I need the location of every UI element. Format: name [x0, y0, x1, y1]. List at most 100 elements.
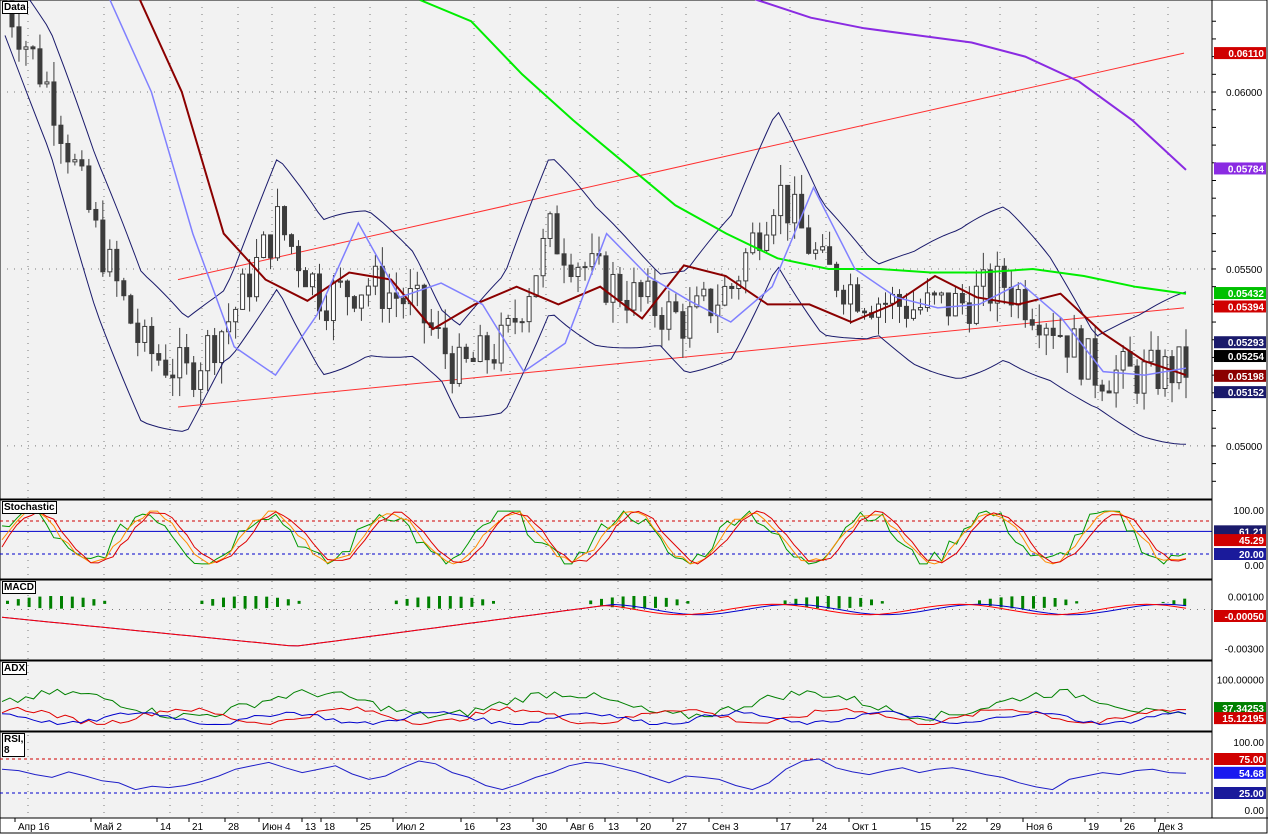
- candle-body: [205, 335, 211, 372]
- candle-body: [645, 280, 651, 298]
- x-tick-label: Окт 1: [852, 822, 878, 833]
- price-label: 0.05432: [1228, 289, 1265, 300]
- macd-hist-bar: [1042, 596, 1046, 608]
- stoch-price-label: 20.00: [1239, 550, 1264, 561]
- candle-body: [247, 273, 253, 298]
- candle-body: [65, 142, 71, 163]
- candle-body: [1043, 327, 1049, 336]
- macd-hist-bar: [1183, 598, 1187, 607]
- x-tick-label: 26: [1124, 822, 1136, 833]
- macd-hist-bar: [664, 597, 668, 607]
- macd-hist-bar: [427, 596, 431, 609]
- candle-body: [1141, 361, 1147, 394]
- candle-body: [128, 295, 134, 324]
- candle-body: [938, 292, 944, 296]
- rsi-price-label-bg: [1214, 766, 1266, 779]
- x-tick-label: Май 2: [94, 822, 122, 833]
- price-label: 0.05198: [1228, 372, 1265, 383]
- candle-body: [806, 227, 812, 254]
- candle-body: [149, 325, 155, 355]
- candle-body: [617, 273, 623, 301]
- x-tick-label: 23: [500, 822, 512, 833]
- candle-body: [673, 301, 679, 313]
- di-minus-line: [1, 710, 1187, 726]
- candle-body: [652, 280, 658, 316]
- macd-hist-bar: [675, 599, 679, 606]
- x-tick-label: 17: [780, 822, 792, 833]
- x-tick-label: 25: [360, 822, 372, 833]
- macd-hist-bar: [1064, 599, 1068, 606]
- candle-body: [30, 46, 36, 50]
- candle-body: [379, 265, 385, 309]
- candle-body: [910, 309, 916, 319]
- candle-body: [1134, 365, 1140, 394]
- candle-body: [93, 208, 99, 221]
- bollinger-lower: [4, 35, 1187, 445]
- macd-hist-bar: [1010, 596, 1014, 609]
- rsi-panel-title: RSI, 8: [2, 733, 26, 757]
- candle-body: [1127, 351, 1133, 367]
- candle-body: [959, 292, 965, 304]
- candle-body: [163, 359, 169, 376]
- candle-body: [701, 288, 707, 297]
- candle-body: [966, 302, 972, 324]
- x-tick-label: 20: [640, 822, 652, 833]
- x-tick-label: Ноя 6: [1026, 822, 1053, 833]
- macd-panel-title: MACD: [2, 581, 36, 594]
- candle-body: [722, 285, 728, 306]
- candle-body: [1120, 351, 1126, 371]
- candle-body: [72, 159, 78, 163]
- macd-signal-line: [1, 603, 1187, 647]
- macd-hist-bar: [481, 599, 485, 606]
- price-label: 0.05293: [1228, 338, 1265, 349]
- price-label-bg: [1214, 386, 1266, 399]
- candle-body: [987, 269, 993, 304]
- macd-hist-bar: [416, 597, 420, 608]
- candle-body: [834, 263, 840, 291]
- rsi-price-label: 25.00: [1239, 789, 1264, 800]
- panel-rsi: [0, 731, 1213, 819]
- macd-hist-bar: [222, 597, 225, 608]
- macd-hist-bar: [848, 596, 852, 608]
- candle-body: [351, 296, 357, 309]
- x-tick-label: Июн 4: [262, 822, 291, 833]
- macd-hist-bar: [600, 598, 603, 606]
- stoch-price-label-bg: [1214, 548, 1266, 560]
- adx-line: [1, 688, 1187, 721]
- macd-hist-bar: [1021, 595, 1025, 609]
- macd-hist-bar: [999, 597, 1003, 608]
- stoch-slow-line: [1, 510, 1187, 565]
- macd-hist-bar: [232, 596, 236, 609]
- price-label-bg: [1214, 162, 1266, 175]
- data-panel-title: Data: [2, 1, 28, 14]
- rsi-line: [1, 758, 1187, 791]
- price-label: 0.05394: [1228, 302, 1265, 313]
- candle-body: [575, 266, 581, 278]
- candle-body: [37, 48, 43, 85]
- macd-hist-bar: [837, 596, 841, 609]
- ma-200-line: [754, 0, 1187, 171]
- ma-mid-line: [139, 0, 1187, 377]
- macd-hist-bar: [492, 600, 495, 604]
- macd-hist-bar: [1172, 600, 1176, 605]
- candle-body: [254, 256, 260, 298]
- candle-body: [51, 81, 57, 126]
- candle-body: [785, 184, 791, 224]
- candle-body: [813, 249, 819, 254]
- candle-body: [945, 292, 951, 317]
- macd-hist-bar: [621, 596, 625, 609]
- candle-body: [16, 26, 22, 50]
- macd-hist-bar: [16, 599, 20, 606]
- candle-body: [827, 246, 833, 265]
- candle-body: [456, 346, 462, 384]
- candle-body: [533, 275, 539, 298]
- macd-hist-bar: [643, 596, 647, 609]
- candle-body: [470, 357, 476, 363]
- candle-body: [980, 269, 986, 287]
- macd-hist-bar: [243, 596, 247, 609]
- price-label-bg: [1214, 47, 1266, 60]
- panel-macd: [0, 579, 1213, 661]
- y-tick-label: 0.05500: [1226, 265, 1263, 276]
- x-tick-label: 24: [816, 822, 828, 833]
- macd-hist-bar: [1053, 598, 1057, 607]
